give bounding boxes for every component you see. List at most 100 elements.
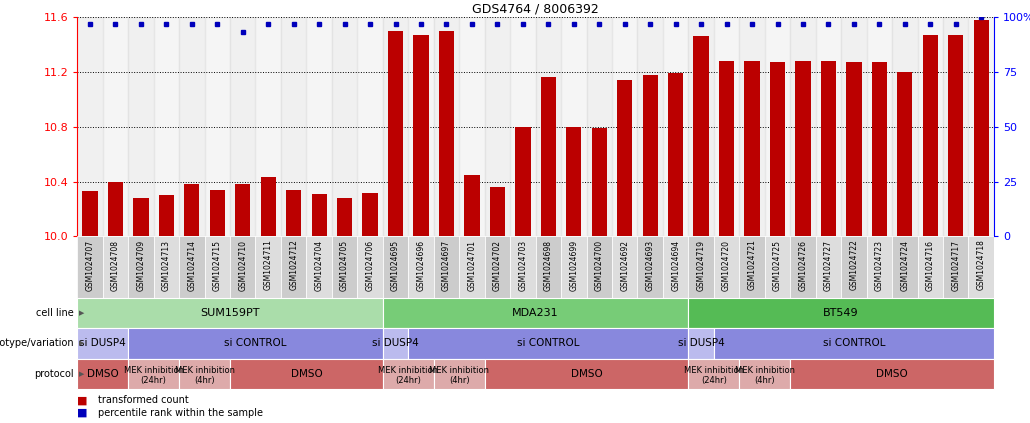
Text: ▶: ▶ [79, 310, 84, 316]
Bar [205, 17, 230, 236]
Bar [740, 236, 764, 298]
Bar [536, 17, 561, 236]
Text: GSM1024699: GSM1024699 [570, 239, 578, 291]
Bar [205, 236, 230, 298]
Text: MEK inhibition: MEK inhibition [124, 366, 183, 375]
Bar [663, 236, 688, 298]
Text: GSM1024695: GSM1024695 [391, 239, 400, 291]
Text: (24hr): (24hr) [141, 376, 167, 385]
Bar [128, 17, 153, 236]
Bar [566, 127, 581, 236]
Bar [591, 128, 607, 236]
Text: GSM1024724: GSM1024724 [900, 239, 909, 291]
Bar [337, 198, 352, 236]
Bar [230, 17, 255, 236]
Bar [643, 74, 658, 236]
Bar [688, 17, 714, 236]
Text: ■: ■ [77, 408, 88, 418]
Bar [383, 17, 408, 236]
Bar [510, 236, 536, 298]
Text: MDA231: MDA231 [512, 308, 559, 318]
Text: GSM1024702: GSM1024702 [493, 239, 502, 291]
Bar [892, 236, 918, 298]
Bar [332, 236, 357, 298]
Text: (24hr): (24hr) [396, 376, 421, 385]
Text: GSM1024692: GSM1024692 [620, 239, 629, 291]
Bar [128, 236, 153, 298]
Bar [866, 17, 892, 236]
Text: genotype/variation: genotype/variation [0, 338, 74, 349]
Bar [892, 17, 918, 236]
Text: BT549: BT549 [823, 308, 859, 318]
Text: GSM1024698: GSM1024698 [544, 239, 553, 291]
Bar [489, 187, 505, 236]
Bar [790, 236, 816, 298]
Text: GSM1024708: GSM1024708 [111, 239, 119, 291]
Text: GSM1024719: GSM1024719 [696, 239, 706, 291]
Bar [638, 17, 663, 236]
Text: SUM159PT: SUM159PT [200, 308, 260, 318]
Bar [764, 17, 790, 236]
Text: GSM1024710: GSM1024710 [238, 239, 247, 291]
Text: MEK inhibition: MEK inhibition [378, 366, 439, 375]
Bar [923, 35, 938, 236]
Bar [714, 17, 740, 236]
Bar [357, 236, 383, 298]
Text: protocol: protocol [35, 369, 74, 379]
Text: ▶: ▶ [79, 341, 84, 346]
Text: GSM1024722: GSM1024722 [850, 239, 858, 291]
Bar [740, 17, 764, 236]
Bar [871, 62, 887, 236]
Bar [459, 17, 485, 236]
Text: GSM1024706: GSM1024706 [366, 239, 375, 291]
Text: GSM1024693: GSM1024693 [646, 239, 655, 291]
Bar [413, 35, 428, 236]
Bar [388, 30, 403, 236]
Text: GSM1024721: GSM1024721 [748, 239, 757, 291]
Bar [668, 73, 683, 236]
Bar [510, 17, 536, 236]
Bar [255, 236, 281, 298]
Text: GSM1024696: GSM1024696 [416, 239, 425, 291]
Bar [968, 236, 994, 298]
Bar [769, 62, 785, 236]
Bar [357, 17, 383, 236]
Bar [383, 236, 408, 298]
Text: si CONTROL: si CONTROL [225, 338, 286, 349]
Text: si DUSP4: si DUSP4 [678, 338, 724, 349]
Bar [103, 236, 128, 298]
Bar [459, 236, 485, 298]
Bar [842, 236, 866, 298]
Bar [210, 190, 225, 236]
Text: GSM1024712: GSM1024712 [289, 239, 299, 291]
Text: (4hr): (4hr) [195, 376, 215, 385]
Text: cell line: cell line [36, 308, 74, 318]
Text: MEK inhibition: MEK inhibition [684, 366, 744, 375]
Text: MEK inhibition: MEK inhibition [430, 366, 489, 375]
Bar [108, 181, 123, 236]
Bar [179, 17, 205, 236]
Bar [434, 17, 459, 236]
Bar [816, 17, 842, 236]
Bar [230, 236, 255, 298]
Text: si CONTROL: si CONTROL [517, 338, 580, 349]
Bar [714, 236, 740, 298]
Title: GDS4764 / 8006392: GDS4764 / 8006392 [472, 3, 599, 16]
Text: GSM1024713: GSM1024713 [162, 239, 171, 291]
Text: GSM1024723: GSM1024723 [874, 239, 884, 291]
Bar [688, 236, 714, 298]
Text: DMSO: DMSO [87, 369, 118, 379]
Text: si DUSP4: si DUSP4 [79, 338, 126, 349]
Text: transformed count: transformed count [98, 395, 188, 405]
Text: ■: ■ [77, 395, 88, 405]
Bar [235, 184, 250, 236]
Bar [638, 236, 663, 298]
Text: si DUSP4: si DUSP4 [372, 338, 419, 349]
Bar [561, 17, 586, 236]
Bar [408, 17, 434, 236]
Bar [408, 236, 434, 298]
Text: DMSO: DMSO [877, 369, 908, 379]
Bar [281, 17, 306, 236]
Bar [485, 17, 510, 236]
Text: si CONTROL: si CONTROL [823, 338, 885, 349]
